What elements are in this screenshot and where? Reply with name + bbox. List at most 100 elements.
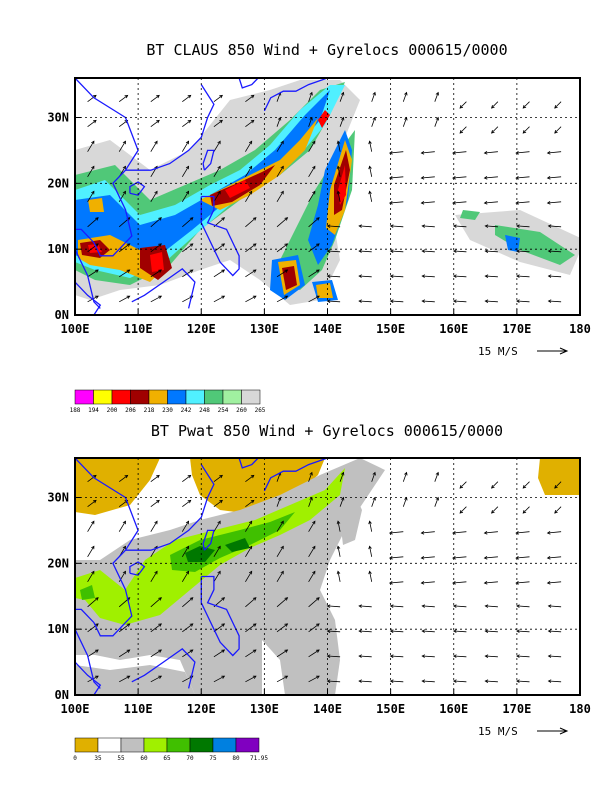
wind-vector-head (95, 217, 99, 221)
colorbar-swatch (204, 389, 224, 405)
top-coastlines (75, 78, 328, 315)
wind-vector (484, 176, 498, 179)
wind-vector (181, 166, 189, 178)
wind-vector-head (126, 243, 131, 247)
coastline (75, 281, 102, 315)
wind-vector-head (219, 119, 223, 124)
wind-vector-head (483, 530, 488, 535)
wind-vector (276, 597, 288, 608)
wind-vector-head (326, 274, 331, 278)
wind-vector-head (389, 604, 394, 608)
wind-vector-head (547, 629, 552, 633)
wind-vector (213, 191, 221, 203)
coastline (131, 268, 196, 309)
wind-vector (308, 497, 313, 507)
wind-vector (402, 117, 407, 127)
wind-vector (548, 250, 562, 253)
x-tick-label: 150E (376, 702, 405, 716)
wind-vector (182, 649, 194, 658)
wind-vector-head (316, 243, 320, 247)
wind-vector (308, 597, 320, 608)
wind-vector (245, 243, 257, 253)
wind-vector-head (221, 269, 226, 273)
wind-vector (522, 481, 530, 489)
x-tick-label: 130E (250, 322, 279, 336)
wind-vector-head (95, 269, 99, 273)
wind-vector-head (284, 623, 289, 627)
colorbar-label: 248 (199, 407, 210, 414)
wind-vector-head (221, 649, 226, 653)
wind-vector-head (124, 474, 129, 479)
x-tick-label: 130E (250, 702, 279, 716)
wind-vector-head (452, 200, 456, 205)
wind-vector-head (554, 129, 558, 134)
wind-vector (213, 649, 225, 658)
wind-vector-head (358, 274, 362, 278)
colorbar-swatch (189, 737, 214, 753)
colorbar-label: 218 (144, 407, 155, 414)
wind-vector (453, 605, 467, 608)
wind-vector-head (248, 570, 253, 575)
y-tick-label: 20N (47, 556, 69, 570)
wind-vector-head (187, 119, 192, 124)
wind-vector-head (452, 679, 457, 683)
wind-vector-head (189, 597, 194, 601)
wind-vector-head (217, 190, 221, 195)
wind-vector (359, 655, 372, 658)
bottom-coastlines (75, 458, 328, 695)
wind-vector-head (491, 129, 495, 134)
wind-vector (118, 243, 130, 253)
wind-vector (118, 649, 130, 658)
x-tick-label: 180 (569, 702, 591, 716)
wind-vector-head (404, 471, 408, 476)
wind-vector-head (93, 474, 97, 479)
wind-vector-head (546, 150, 551, 155)
wind-vector-head (358, 679, 362, 683)
wind-vector (452, 531, 467, 534)
wind-vector (87, 571, 95, 583)
y-tick-label: 30N (47, 111, 69, 125)
wind-vector (422, 300, 435, 303)
wind-vector-head (221, 675, 226, 679)
colorbar-label: 65 (163, 755, 171, 762)
wind-vector (245, 675, 257, 683)
coastline (75, 78, 139, 309)
coastline (131, 648, 196, 689)
wind-vector-head (158, 623, 162, 627)
wind-vector (402, 497, 407, 507)
wind-vector (118, 120, 128, 128)
wind-vector-head (389, 679, 394, 683)
wind-vector (389, 581, 404, 584)
wind-vector (554, 101, 562, 109)
wind-vector-head (368, 165, 372, 170)
wind-vector-head (93, 94, 97, 99)
wind-vector (453, 655, 467, 658)
wind-vector-head (340, 496, 345, 501)
wind-vector-head (250, 119, 255, 124)
wind-vector (371, 92, 376, 102)
wind-vector (516, 556, 530, 559)
wind-vector (516, 630, 530, 633)
wind-vector-head (189, 243, 194, 247)
wind-vector (516, 655, 530, 658)
wind-vector (491, 481, 499, 489)
wind-vector (390, 680, 404, 683)
wind-vector (118, 500, 128, 508)
wind-vector-head (336, 140, 341, 145)
wind-vector (484, 151, 498, 154)
wind-vector (327, 300, 341, 303)
wind-vector-head (316, 295, 320, 299)
wind-vector-head (189, 623, 194, 627)
wind-vector-head (248, 190, 253, 195)
wind-vector-head (483, 150, 488, 155)
wind-vector-head (280, 190, 284, 195)
wind-vector-head (389, 629, 394, 633)
wind-vector (485, 680, 498, 683)
wind-vector-head (312, 545, 316, 550)
wind-vector-head (372, 471, 376, 476)
wind-vector (516, 581, 530, 584)
wind-vector (421, 531, 435, 534)
wind-vector (516, 151, 530, 154)
wind-vector-head (484, 224, 489, 228)
wind-vector-head (126, 623, 131, 627)
